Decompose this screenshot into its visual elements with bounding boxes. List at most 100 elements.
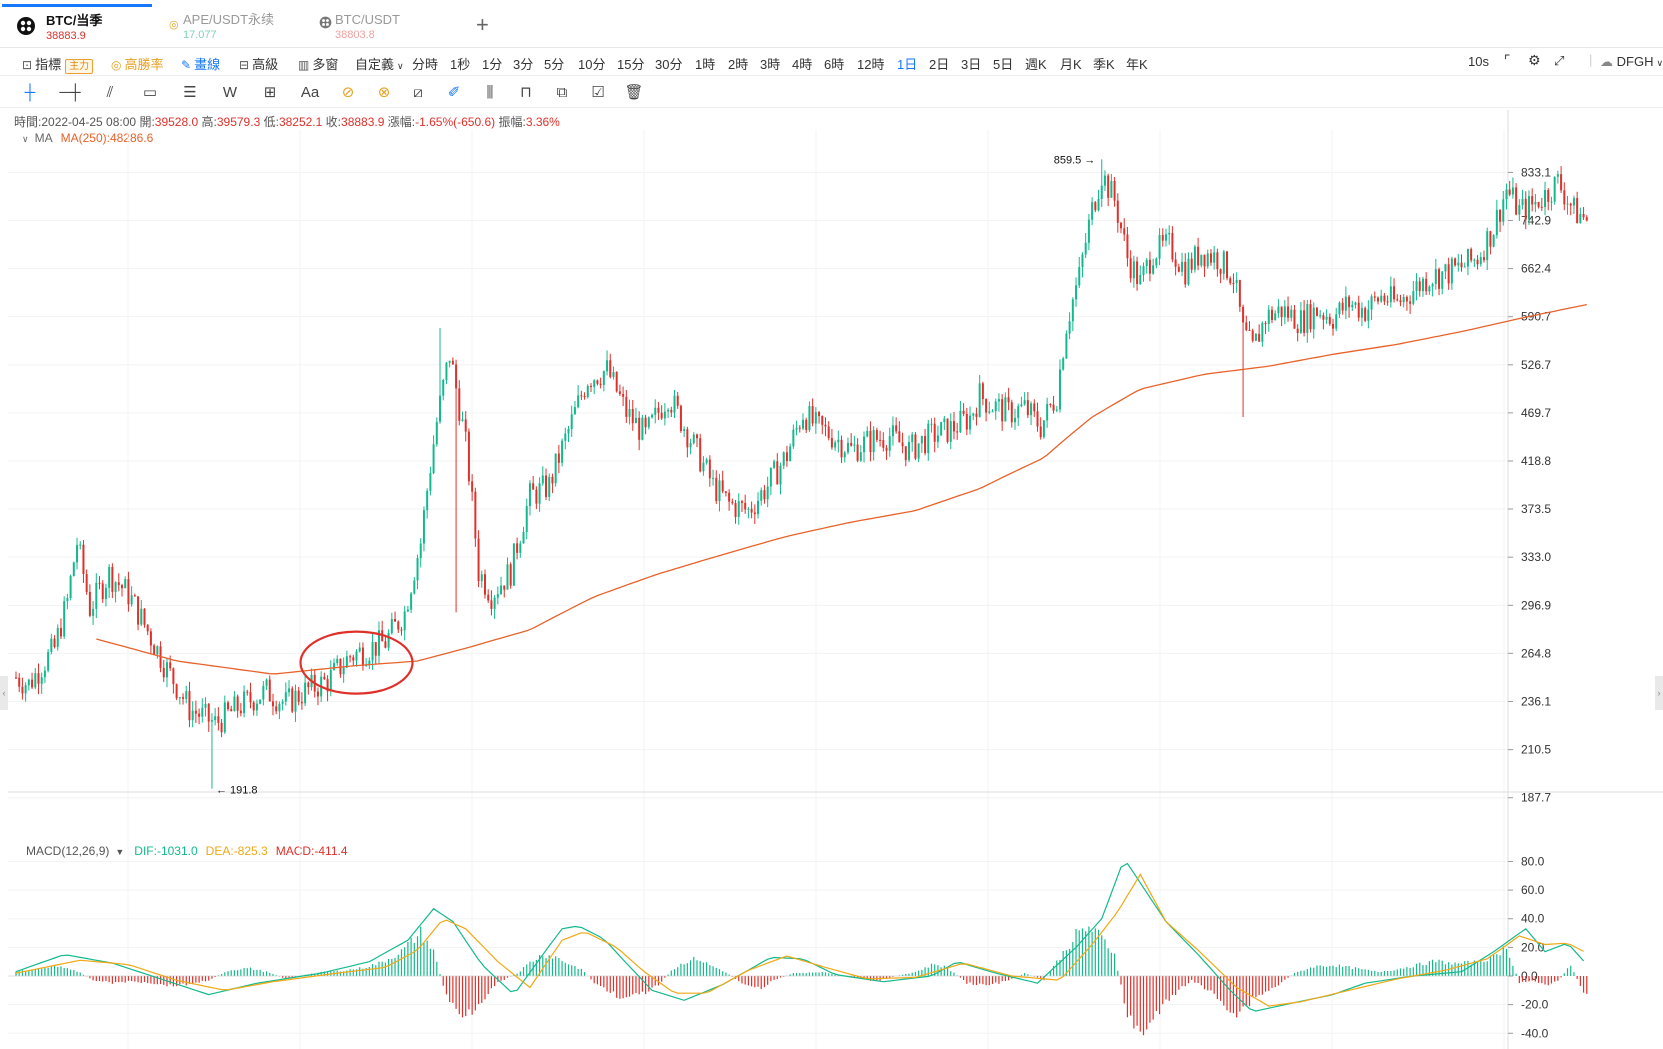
- winrate-button[interactable]: ◎ 高勝率: [111, 54, 164, 73]
- price-tick-label: 526.7: [1521, 358, 1551, 372]
- macd-legend[interactable]: MACD(12,26,9) ▼ DIF:-1031.0 DEA:-825.3 MACD:…: [26, 844, 348, 858]
- candle-body: [76, 544, 79, 563]
- ruler-icon[interactable]: ⧄: [413, 84, 423, 101]
- candle-body: [1103, 175, 1106, 186]
- edit-icon[interactable]: ☑: [591, 84, 605, 101]
- left-collapse-icon[interactable]: ‹: [0, 676, 8, 710]
- candle-body: [949, 421, 952, 442]
- add-tab-button[interactable]: +: [476, 12, 489, 37]
- candle-body: [455, 364, 458, 389]
- candle-body: [1328, 316, 1331, 324]
- candles-icon[interactable]: ⫼: [486, 84, 494, 101]
- timeframe-5日[interactable]: 5日: [993, 57, 1014, 72]
- indicator-button[interactable]: ⊡ 指標 主力: [22, 54, 94, 74]
- timeframe-10分[interactable]: 10分: [578, 57, 606, 72]
- main-toolbar: ⊡ 指標 主力 ◎ 高勝率 ✎ 畫線 ⊟ 高級 ▥ 多窗 自定義 ∨ 分時 1秒 1分 3分 5分 10…: [0, 48, 1663, 76]
- fib-icon[interactable]: ☰: [183, 84, 197, 101]
- candle-body: [1181, 261, 1184, 272]
- candle-body: [191, 710, 194, 721]
- timeframe-3分[interactable]: 3分: [513, 57, 534, 72]
- chevron-down-icon: ∨: [1656, 58, 1663, 68]
- horizontal-line-icon[interactable]: ─┼: [59, 84, 81, 101]
- ma-legend[interactable]: ∨ MA MA(250):48286.6: [22, 131, 153, 145]
- settings-icon[interactable]: ⚙: [1528, 52, 1541, 68]
- timeframe-1時[interactable]: 1時: [695, 57, 716, 72]
- candle-body: [233, 696, 236, 712]
- candle-body: [580, 395, 583, 397]
- candle-body: [121, 585, 124, 589]
- candle-body: [834, 442, 837, 448]
- low-value: 38252.1: [278, 115, 323, 129]
- candle-body: [1499, 209, 1502, 222]
- timeframe-30分[interactable]: 30分: [655, 57, 683, 72]
- timeframe-分時[interactable]: 分時: [412, 57, 439, 72]
- candle-body: [602, 371, 605, 385]
- candle-body: [361, 647, 364, 666]
- user-menu[interactable]: ☁ DFGH ∨: [1600, 54, 1663, 70]
- timeframe-2時[interactable]: 2時: [728, 57, 749, 72]
- candle-body: [1515, 187, 1518, 215]
- timeframe-週K[interactable]: 週K: [1025, 57, 1047, 72]
- timeframe-1日[interactable]: 1日: [897, 57, 918, 72]
- candle-body: [1373, 296, 1376, 298]
- text-icon[interactable]: Aa: [300, 84, 320, 101]
- candle-body: [1270, 309, 1273, 321]
- timeframe-年K[interactable]: 年K: [1126, 57, 1148, 72]
- lock-icon[interactable]: ⊓: [520, 84, 532, 101]
- candle-body: [795, 427, 798, 430]
- chart-canvas[interactable]: 833.1742.9662.4590.7526.7469.7418.8373.5…: [8, 110, 1663, 1049]
- tab-btc-usdt[interactable]: BTC/USDT 38803.8: [305, 6, 455, 48]
- crosshair-icon[interactable]: ┼: [24, 84, 36, 101]
- bookmark-icon[interactable]: ⌜: [1504, 52, 1511, 68]
- candle-body: [589, 385, 592, 387]
- candle-body: [827, 426, 830, 439]
- candle-body: [259, 699, 262, 704]
- candle-body: [201, 707, 204, 717]
- timeframe-5分[interactable]: 5分: [544, 57, 565, 72]
- price-tick-label: 210.5: [1521, 743, 1551, 757]
- candle-body: [763, 490, 766, 500]
- candle-body: [27, 679, 30, 686]
- rectangle-icon[interactable]: ▭: [142, 84, 158, 101]
- timeframe-4時[interactable]: 4時: [792, 57, 813, 72]
- advanced-button[interactable]: ⊟ 高級: [239, 54, 278, 73]
- candle-body: [798, 427, 801, 429]
- draw-button[interactable]: ✎ 畫線: [181, 54, 220, 73]
- timeframe-季K[interactable]: 季K: [1093, 57, 1115, 72]
- timeframe-1分[interactable]: 1分: [482, 57, 503, 72]
- link-icon[interactable]: ⊗: [377, 84, 391, 101]
- timeframe-3日[interactable]: 3日: [961, 57, 982, 72]
- trend-line-icon[interactable]: ⫽: [106, 84, 114, 101]
- timeframe-3時[interactable]: 3時: [760, 57, 781, 72]
- candle-body: [1386, 301, 1389, 303]
- measure-icon[interactable]: ⊞: [263, 84, 277, 101]
- candle-body: [853, 444, 856, 446]
- tab-ape-usdt-perp[interactable]: ◎ APE/USDT永续 17.077: [155, 6, 305, 48]
- multiwindow-button[interactable]: ▥ 多窗: [298, 54, 338, 73]
- candle-body: [683, 429, 686, 432]
- caret-down-icon: ▼: [115, 847, 125, 857]
- pencil-icon[interactable]: ✐: [447, 84, 461, 101]
- tab-btc-quarterly[interactable]: BTC/当季 38883.9: [2, 4, 152, 46]
- candle-body: [975, 413, 978, 417]
- high-value: 39579.3: [216, 115, 261, 129]
- candle-body: [271, 701, 274, 707]
- timeframe-15分[interactable]: 15分: [617, 57, 645, 72]
- candle-body: [824, 424, 827, 427]
- magnet-icon[interactable]: ⊘: [341, 84, 355, 101]
- timeframe-6時[interactable]: 6時: [824, 57, 845, 72]
- custom-dropdown[interactable]: 自定義 ∨: [355, 54, 404, 73]
- chart-panel[interactable]: 時間:2022-04-25 08:00 開:39528.0 高:39579.3 …: [8, 110, 1663, 1049]
- candle-body: [111, 566, 114, 592]
- timeframe-1秒[interactable]: 1秒: [450, 57, 471, 72]
- refresh-interval[interactable]: 10s: [1468, 54, 1489, 69]
- timeframe-12時[interactable]: 12時: [857, 57, 885, 72]
- trash-icon[interactable]: 🗑: [624, 84, 644, 101]
- timeframe-2日[interactable]: 2日: [929, 57, 950, 72]
- right-collapse-icon[interactable]: ›: [1655, 676, 1663, 710]
- fullscreen-icon[interactable]: ⤢: [1554, 53, 1565, 68]
- timeframe-月K[interactable]: 月K: [1060, 57, 1082, 72]
- wave-icon[interactable]: W: [222, 84, 238, 101]
- copy-icon[interactable]: ⧉: [556, 84, 568, 101]
- candle-body: [143, 608, 146, 625]
